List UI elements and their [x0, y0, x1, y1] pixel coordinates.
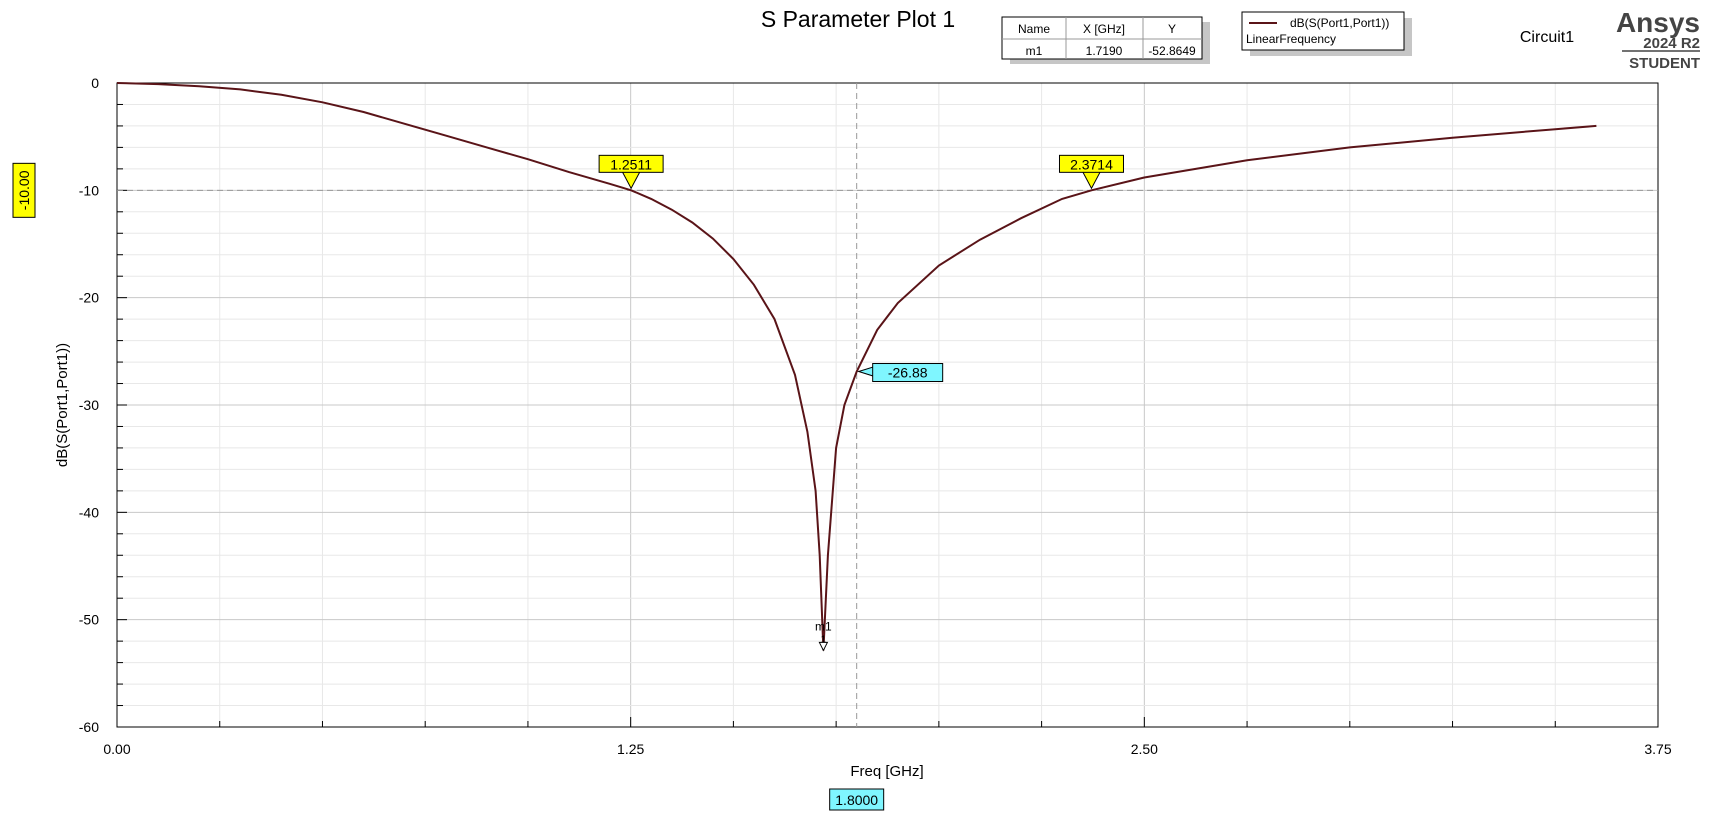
legend-series-label: dB(S(Port1,Port1)): [1290, 16, 1389, 30]
cursor-value-box[interactable]: [872, 363, 944, 383]
marker-table-header-name: Name: [1018, 22, 1050, 36]
y-cursor-readout-box[interactable]: [12, 162, 36, 218]
y-tick-label: -50: [79, 612, 99, 628]
crossing-right-label: 2.3714: [1070, 156, 1113, 172]
plot-grid: [116, 82, 1659, 728]
cursor-value-label: -26.88: [888, 365, 928, 381]
legend-setup-label: LinearFrequency: [1246, 32, 1336, 46]
y-tick-label: -30: [79, 397, 99, 413]
chart-title: S Parameter Plot 1: [761, 6, 955, 32]
brand-edition: STUDENT: [1629, 55, 1700, 72]
x-tick-label: 0.00: [103, 741, 130, 757]
marker-table-header-y: Y: [1168, 22, 1176, 36]
x-axis-label: Freq [GHz]: [850, 763, 923, 780]
y-tick-label: -60: [79, 719, 99, 735]
crossing-left-box[interactable]: [598, 154, 664, 173]
cursor-lines[interactable]: [117, 83, 1658, 727]
y-axis-label: dB(S(Port1,Port1)): [54, 343, 71, 467]
marker-table-cell-x: 1.7190: [1086, 44, 1123, 58]
marker-table-header-x: X [GHz]: [1083, 22, 1125, 36]
crossing-right-pointer: [1081, 170, 1102, 190]
y-tick-label: 0: [91, 75, 99, 91]
circuit-label: Circuit1: [1520, 29, 1574, 46]
y-cursor-readout-label: -10.00: [16, 170, 32, 210]
brand-logo: Ansys: [1616, 7, 1700, 38]
crossing-left-label: 1.2511: [610, 156, 652, 172]
series-line-s11: [116, 82, 1597, 651]
marker-m1-name: m1: [815, 619, 832, 633]
axis-ticks: 0.00 1.25 2.50 3.75 0 -10 -20 -30 -40 -50 -60: [79, 75, 1672, 757]
brand-version: 2024 R2: [1643, 35, 1700, 52]
legend[interactable]: dB(S(Port1,Port1)) LinearFrequency: [1241, 11, 1412, 56]
crossing-left-pointer: [621, 170, 641, 190]
crossing-right-box[interactable]: [1058, 154, 1124, 173]
legend-frame: [1241, 11, 1405, 51]
y-tick-label: -10: [79, 182, 99, 198]
marker-table-cell-name: m1: [1026, 44, 1043, 58]
x-tick-label: 1.25: [617, 741, 644, 757]
x-cursor-readout-box[interactable]: [829, 788, 885, 811]
marker-table-frame: [1001, 16, 1203, 60]
marker-m1-triangle[interactable]: [818, 641, 829, 652]
y-tick-label: -40: [79, 504, 99, 520]
marker-m1-index: 1: [821, 634, 827, 645]
annotations[interactable]: 1.2511 2.3714 -26.88 1.8000 -10.00 m11: [12, 154, 1124, 811]
marker-table-cell-y: -52.8649: [1148, 44, 1196, 58]
x-tick-label: 3.75: [1644, 741, 1671, 757]
x-tick-label: 2.50: [1131, 741, 1158, 757]
marker-table[interactable]: Name X [GHz] Y m1 1.7190 -52.8649: [1001, 16, 1210, 64]
y-tick-label: -20: [79, 290, 99, 306]
x-cursor-readout-label: 1.8000: [835, 792, 878, 808]
